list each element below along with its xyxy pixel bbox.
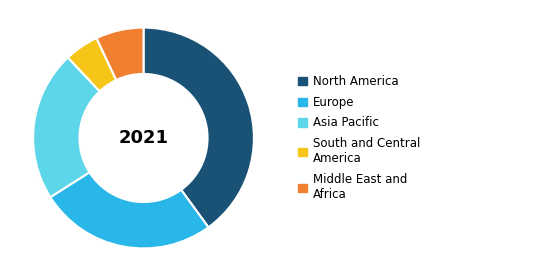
Wedge shape xyxy=(50,172,209,248)
Wedge shape xyxy=(33,57,100,197)
Wedge shape xyxy=(68,38,116,91)
Legend: North America, Europe, Asia Pacific, South and Central
America, Middle East and
: North America, Europe, Asia Pacific, Sou… xyxy=(299,75,420,201)
Wedge shape xyxy=(144,28,254,227)
Wedge shape xyxy=(97,28,144,80)
Text: 2021: 2021 xyxy=(119,129,168,147)
